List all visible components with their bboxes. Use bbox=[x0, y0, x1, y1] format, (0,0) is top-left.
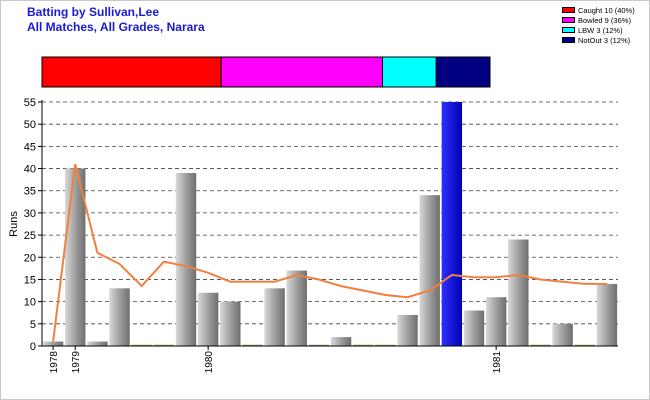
bar bbox=[508, 239, 529, 346]
legend-swatch-caught bbox=[562, 7, 575, 13]
dismissal-segment-lbw bbox=[381, 56, 437, 88]
y-axis-label: Runs bbox=[8, 211, 20, 237]
y-tick-label: 50 bbox=[24, 119, 36, 131]
y-tick-label: 20 bbox=[24, 252, 36, 264]
legend-swatch-notout bbox=[562, 37, 575, 43]
x-tick-label: 1979 bbox=[71, 351, 82, 374]
dismissal-segment-notout bbox=[435, 56, 491, 88]
y-tick-label: 30 bbox=[24, 208, 36, 220]
bar bbox=[65, 168, 86, 346]
legend-label-caught: Caught 10 (40%) bbox=[578, 5, 635, 15]
bar bbox=[419, 195, 440, 346]
bar bbox=[463, 310, 485, 346]
bar bbox=[330, 337, 352, 346]
y-tick-label: 55 bbox=[24, 97, 36, 109]
bar bbox=[197, 292, 219, 346]
average-line bbox=[52, 163, 607, 342]
bar bbox=[42, 341, 64, 346]
bar bbox=[485, 297, 507, 346]
y-tick-label: 35 bbox=[24, 186, 36, 198]
y-tick-label: 25 bbox=[24, 230, 36, 242]
legend-item-notout: NotOut 3 (12%) bbox=[562, 35, 635, 45]
bar bbox=[596, 283, 618, 346]
legend: Caught 10 (40%) Bowled 9 (36%) LBW 3 (12… bbox=[562, 5, 635, 45]
y-tick-label: 40 bbox=[24, 164, 36, 176]
bar bbox=[220, 301, 241, 346]
bar bbox=[264, 288, 285, 346]
dismissal-segment-bowled bbox=[220, 56, 383, 88]
legend-item-caught: Caught 10 (40%) bbox=[562, 5, 635, 15]
legend-swatch-bowled bbox=[562, 17, 575, 23]
bar bbox=[286, 270, 307, 346]
bar-highlight bbox=[441, 102, 463, 346]
y-tick-label: 15 bbox=[24, 274, 36, 286]
x-tick-label: 1980 bbox=[204, 351, 215, 374]
bar bbox=[175, 172, 197, 346]
bar bbox=[397, 314, 418, 346]
y-tick-label: 10 bbox=[24, 297, 36, 309]
bar bbox=[552, 323, 573, 346]
y-tick-label: 0 bbox=[30, 341, 36, 353]
legend-label-bowled: Bowled 9 (36%) bbox=[578, 15, 631, 25]
legend-item-bowled: Bowled 9 (36%) bbox=[562, 15, 635, 25]
bar bbox=[87, 341, 108, 346]
chart-subtitle: All Matches, All Grades, Narara bbox=[27, 20, 205, 34]
x-tick-label: 1981 bbox=[492, 351, 503, 374]
chart-title: Batting by Sullivan,Lee bbox=[27, 5, 160, 19]
legend-item-lbw: LBW 3 (12%) bbox=[562, 25, 635, 35]
x-tick-label: 1978 bbox=[49, 351, 60, 374]
legend-label-lbw: LBW 3 (12%) bbox=[578, 25, 623, 35]
dismissal-segment-caught bbox=[41, 56, 222, 88]
legend-swatch-lbw bbox=[562, 27, 575, 33]
y-tick-label: 5 bbox=[30, 319, 36, 331]
legend-label-notout: NotOut 3 (12%) bbox=[578, 35, 631, 45]
bar bbox=[109, 288, 130, 346]
y-tick-label: 45 bbox=[24, 141, 36, 153]
